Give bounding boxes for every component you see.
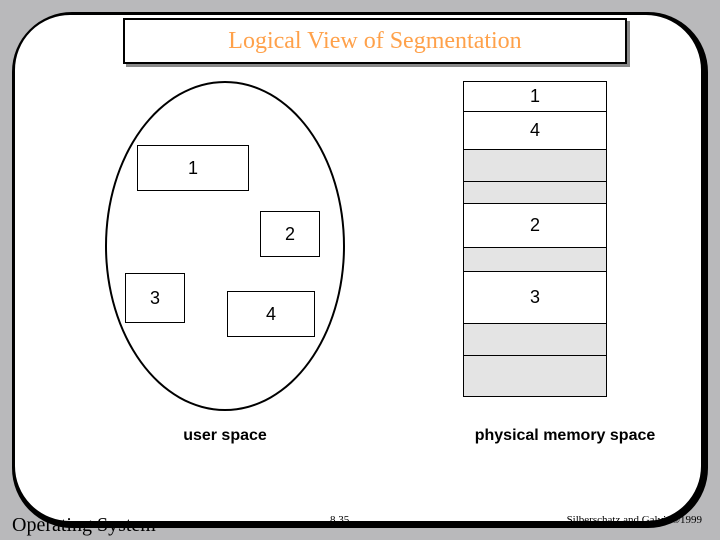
memory-gap-block [463, 323, 607, 355]
footer-left: Operating System [12, 514, 156, 537]
segment-1: 1 [137, 145, 249, 191]
memory-segment-label: 3 [463, 271, 607, 323]
segment-2: 2 [260, 211, 320, 257]
memory-gap-block [463, 355, 607, 397]
segment-4: 4 [227, 291, 315, 337]
memory-gap-block [463, 247, 607, 271]
slide-inner: Logical View of Segmentation 1 2 3 4 use… [14, 14, 702, 522]
footer-mid: 8.35 [330, 514, 349, 526]
phys-memory-caption: physical memory space [435, 427, 695, 445]
physical-memory-column: 14 2 3 [463, 81, 607, 397]
slide-title: Logical View of Segmentation [123, 18, 627, 64]
memory-segment-label: 4 [463, 111, 607, 149]
footer-right: Silberschatz and Galvin©1999 [567, 514, 702, 526]
memory-gap-block [463, 181, 607, 203]
memory-segment-label: 2 [463, 203, 607, 247]
segment-3: 3 [125, 273, 185, 323]
memory-gap-block [463, 149, 607, 181]
memory-segment-label: 1 [463, 81, 607, 111]
user-space-caption: user space [125, 427, 325, 445]
